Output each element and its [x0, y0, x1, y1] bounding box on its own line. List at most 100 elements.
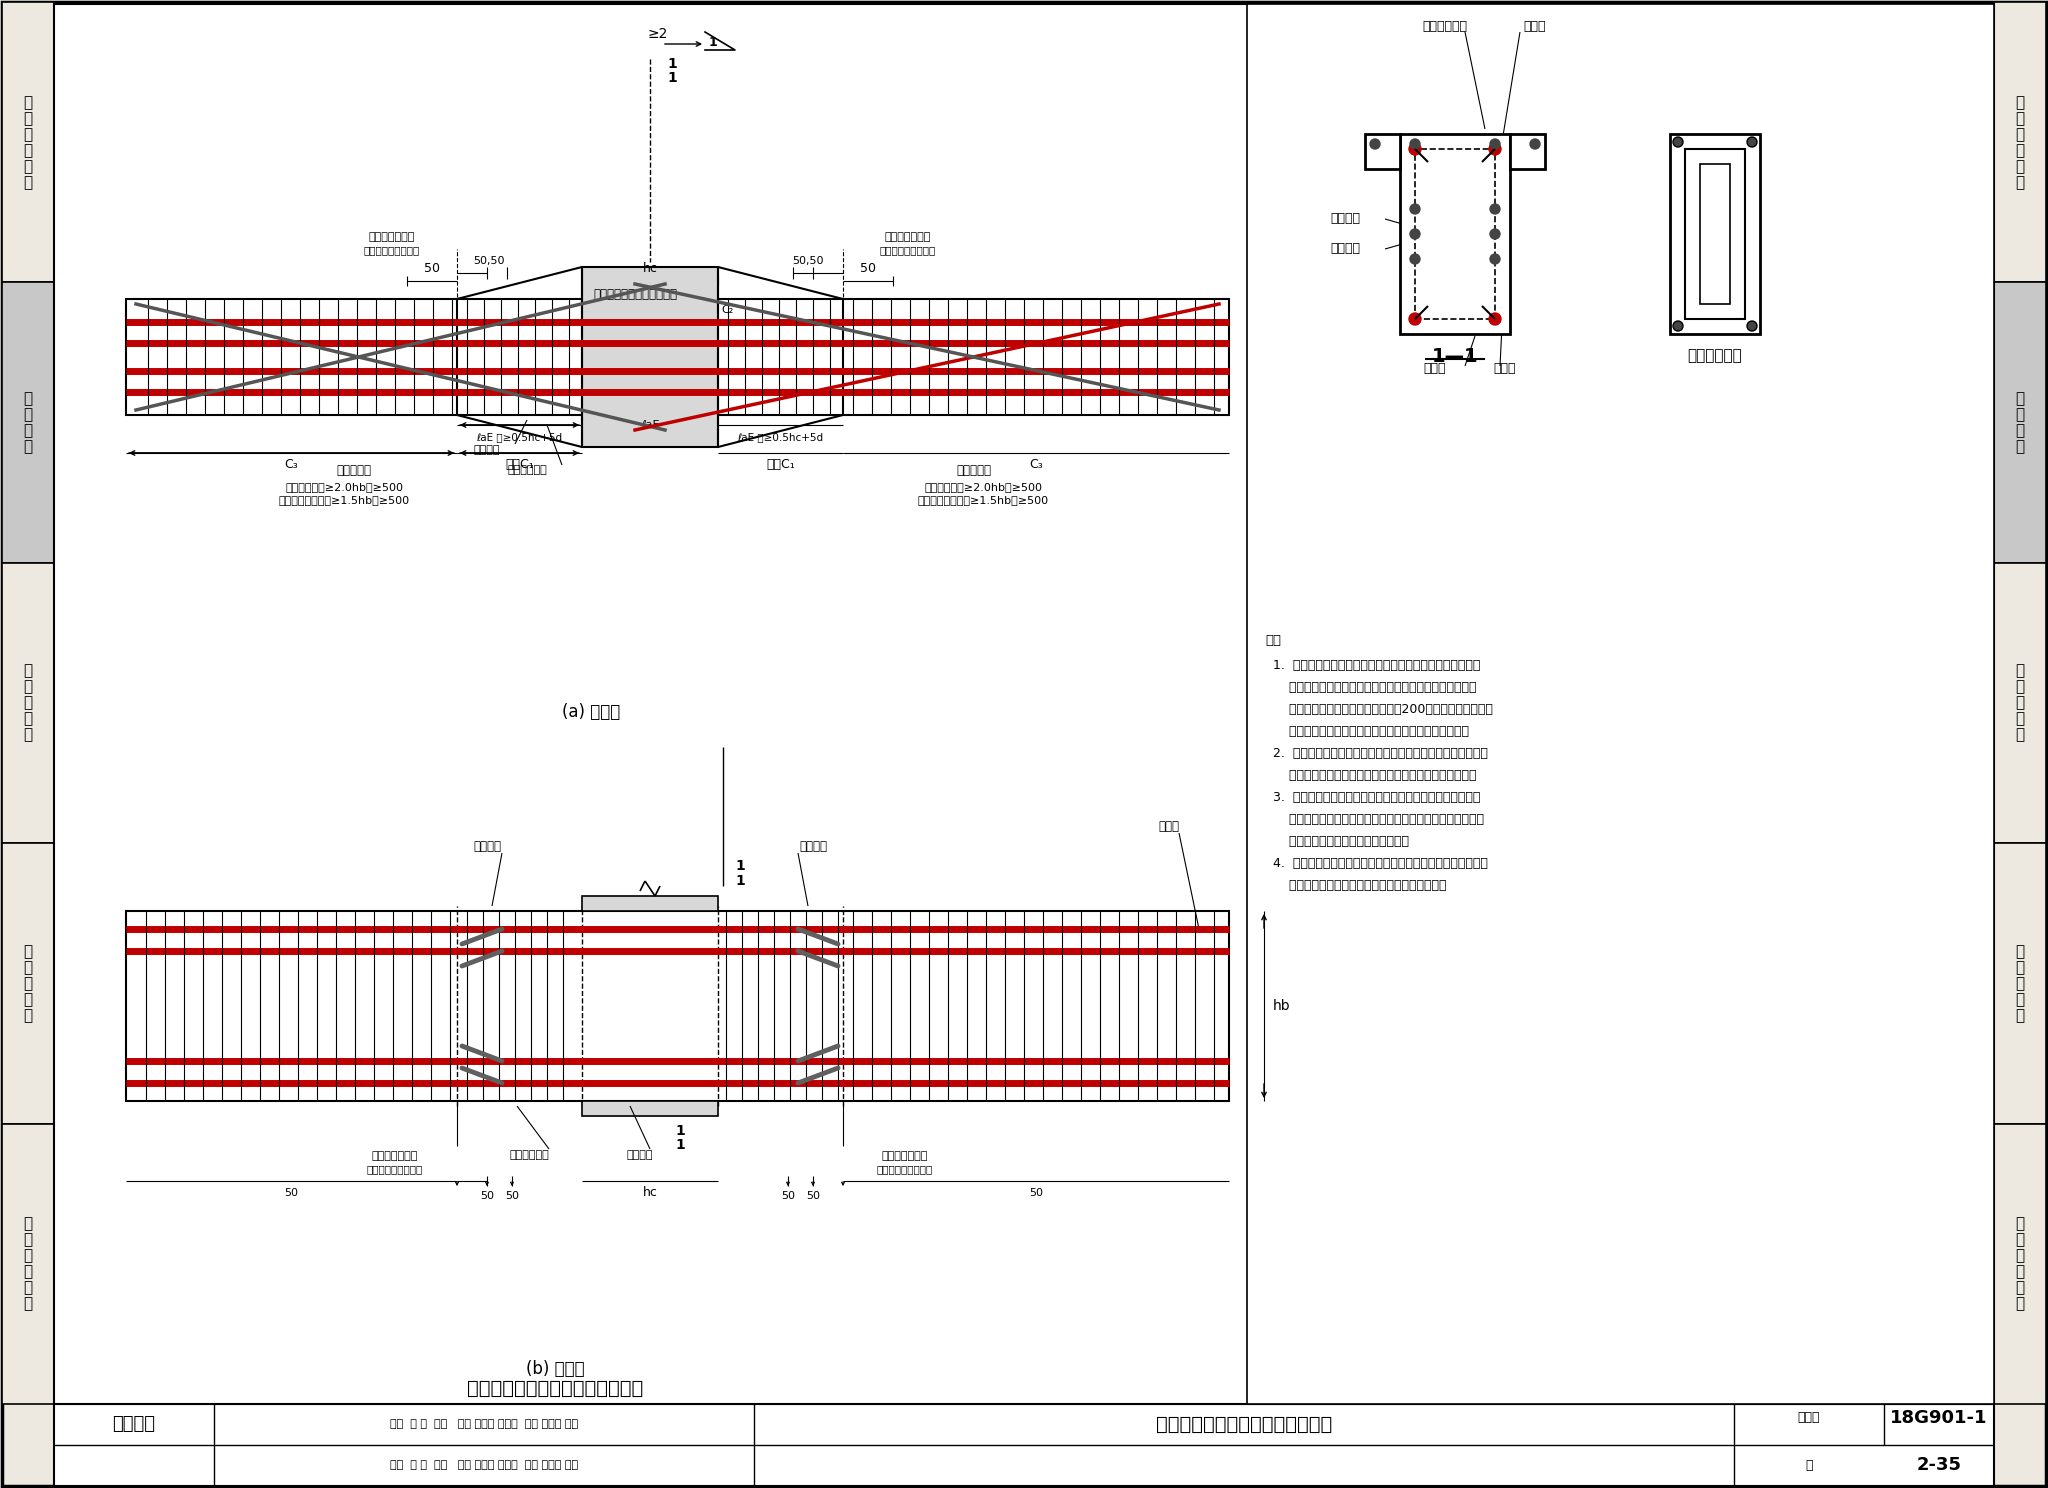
Text: (a) 平面图: (a) 平面图	[561, 702, 621, 722]
Text: 架: 架	[2015, 408, 2025, 423]
Text: 部: 部	[2015, 711, 2025, 726]
Text: 加腋复合箍筋: 加腋复合箍筋	[508, 464, 547, 475]
Text: 框: 框	[2015, 391, 2025, 406]
Text: 楼: 楼	[23, 1248, 33, 1263]
Bar	[1995, 1123, 2046, 1405]
Text: 1: 1	[676, 1138, 684, 1152]
Text: 部: 部	[23, 423, 33, 437]
Circle shape	[1491, 138, 1499, 149]
Text: 一级抗震等级≥2.0hb且≥500: 一级抗震等级≥2.0hb且≥500	[924, 482, 1042, 493]
Text: 50,50: 50,50	[793, 256, 823, 266]
Text: 力: 力	[2015, 680, 2025, 695]
Text: 审核  刘 毓  刘砖   校对 高志强 宫主淳  设计 张月明 汤明: 审核 刘 毓 刘砖 校对 高志强 宫主淳 设计 张月明 汤明	[389, 1420, 578, 1430]
Text: 水平加腋起始线: 水平加腋起始线	[373, 1152, 418, 1161]
Text: 时，其梁腋上、下部纵筋（仅设置第一排）直径分别同梁: 时，其梁腋上、下部纵筋（仅设置第一排）直径分别同梁	[1274, 682, 1477, 693]
Text: （此处设一道箍筋）: （此处设一道箍筋）	[365, 246, 420, 254]
Text: ℓaE 且≥0.5hc+5d: ℓaE 且≥0.5hc+5d	[477, 432, 563, 442]
Text: 50: 50	[479, 1190, 494, 1201]
Text: 剪: 剪	[2015, 664, 2025, 679]
Text: 附加斜筋: 附加斜筋	[473, 445, 500, 455]
Text: 腋长C₁: 腋长C₁	[766, 458, 795, 472]
Text: 通: 通	[23, 960, 33, 975]
Text: (b) 立面图: (b) 立面图	[526, 1360, 584, 1378]
Bar	[1401, 134, 1509, 333]
Text: 求: 求	[23, 174, 33, 189]
Text: 力: 力	[23, 680, 33, 695]
Text: ≥2: ≥2	[647, 27, 668, 42]
Text: 2-35: 2-35	[1917, 1457, 1962, 1475]
Text: 要: 要	[23, 159, 33, 174]
Text: 梁: 梁	[2015, 1232, 2025, 1247]
Text: 附加斜筋: 附加斜筋	[1329, 213, 1360, 226]
Bar	[1509, 134, 1544, 170]
Circle shape	[1491, 204, 1499, 214]
Text: 求: 求	[2015, 174, 2025, 189]
Text: 梁箍筋: 梁箍筋	[1423, 363, 1446, 375]
Text: 梁纵筋: 梁纵筋	[1159, 820, 1180, 832]
Text: 造: 造	[2015, 143, 2025, 158]
Circle shape	[1530, 138, 1540, 149]
Bar	[582, 896, 719, 911]
Text: 置。附加斜筋配置要求以设计为准。: 置。附加斜筋配置要求以设计为准。	[1274, 835, 1409, 848]
Text: （此处设一道箍筋）: （此处设一道箍筋）	[881, 246, 936, 254]
Text: 审核  刘 毓  刘砖   校对 高志强 宫主淳  设计 张月明 汤明: 审核 刘 毓 刘砖 校对 高志强 宫主淳 设计 张月明 汤明	[389, 1461, 578, 1470]
Text: 注：: 注：	[1266, 634, 1280, 647]
Text: 墙: 墙	[2015, 695, 2025, 710]
Bar	[127, 299, 1229, 415]
Text: 部: 部	[2015, 992, 2025, 1007]
Circle shape	[1747, 137, 1757, 147]
Text: 页: 页	[1804, 1460, 1812, 1472]
Text: 50: 50	[424, 262, 440, 275]
Text: 分: 分	[2015, 728, 2025, 743]
Text: 剪: 剪	[23, 664, 33, 679]
Circle shape	[1491, 254, 1499, 263]
Circle shape	[1491, 229, 1499, 240]
Text: 加腋复合箍筋: 加腋复合箍筋	[1688, 348, 1743, 363]
Text: 普: 普	[2015, 943, 2025, 958]
Bar	[127, 911, 1229, 1101]
Text: 1: 1	[668, 71, 678, 85]
Bar	[1995, 562, 2046, 844]
Text: 无: 无	[2015, 1216, 2025, 1231]
Text: 楼: 楼	[2015, 1248, 2025, 1263]
Text: 1: 1	[668, 57, 678, 71]
Text: 部: 部	[2015, 423, 2025, 437]
Text: 水平加腋起始线: 水平加腋起始线	[369, 232, 416, 243]
Text: （此处设一道箍筋）: （此处设一道箍筋）	[367, 1164, 424, 1174]
Text: 2.  水平加腋梁在腋长范围内的箍筋由加腋附加箍筋和梁箍筋复: 2. 水平加腋梁在腋长范围内的箍筋由加腋附加箍筋和梁箍筋复	[1274, 747, 1489, 760]
Text: 附加斜筋: 附加斜筋	[627, 1150, 653, 1161]
Text: 二至四级抗震等级≥1.5hb且≥500: 二至四级抗震等级≥1.5hb且≥500	[279, 496, 410, 504]
Text: 分: 分	[2015, 1007, 2025, 1022]
Text: 二至四级抗震等级≥1.5hb且≥500: 二至四级抗震等级≥1.5hb且≥500	[918, 496, 1049, 504]
Text: 分: 分	[2015, 1296, 2025, 1311]
Bar	[1700, 164, 1731, 304]
Circle shape	[1673, 321, 1683, 330]
Text: 一: 一	[2015, 95, 2025, 110]
Bar	[1995, 1, 2046, 283]
Text: 长度不变。柱子两侧对应交叉的附加斜筋也可合并成整根配: 长度不变。柱子两侧对应交叉的附加斜筋也可合并成整根配	[1274, 812, 1485, 826]
Text: 3.  附加斜筋直锚受限时可在柱纵筋内侧顺势弯折锚固，锚固: 3. 附加斜筋直锚受限时可在柱纵筋内侧顺势弯折锚固，锚固	[1274, 792, 1481, 804]
Text: 框架梁水平加腋钢筋排布构造详图: 框架梁水平加腋钢筋排布构造详图	[467, 1378, 643, 1397]
Text: 普: 普	[23, 943, 33, 958]
Bar	[582, 266, 719, 446]
Text: 水平加腋起始线: 水平加腋起始线	[883, 1152, 928, 1161]
Circle shape	[1409, 229, 1419, 240]
Text: 部: 部	[2015, 1280, 2025, 1295]
Text: 构: 构	[2015, 126, 2025, 141]
Text: 箍筋加密区: 箍筋加密区	[956, 464, 991, 478]
Circle shape	[1673, 137, 1683, 147]
Text: 分: 分	[23, 1296, 33, 1311]
Text: C₃: C₃	[1030, 458, 1042, 472]
Text: 1: 1	[709, 37, 717, 49]
Text: C₂: C₂	[721, 305, 733, 315]
Text: 梁纵筋: 梁纵筋	[1524, 19, 1546, 33]
Bar	[1247, 4, 1995, 1405]
Text: 分: 分	[23, 1007, 33, 1022]
Bar	[1366, 134, 1401, 170]
Bar	[1415, 149, 1495, 318]
Text: 部: 部	[23, 711, 33, 726]
Circle shape	[1747, 321, 1757, 330]
Text: 板: 板	[23, 976, 33, 991]
Bar	[2, 283, 53, 562]
Text: 内上、下纵筋，水平间距不宜大于200；水平加腋部位侧面: 内上、下纵筋，水平间距不宜大于200；水平加腋部位侧面	[1274, 702, 1493, 716]
